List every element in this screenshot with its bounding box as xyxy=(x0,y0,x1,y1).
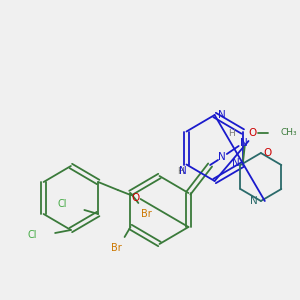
Text: N: N xyxy=(179,167,186,176)
Text: Br: Br xyxy=(141,209,152,219)
Text: Br: Br xyxy=(111,243,122,253)
Text: H: H xyxy=(228,128,235,137)
Text: N: N xyxy=(250,196,258,206)
Text: O: O xyxy=(131,193,140,203)
Text: CH₃: CH₃ xyxy=(280,128,297,137)
Text: N: N xyxy=(240,138,248,148)
Text: Cl: Cl xyxy=(28,230,38,240)
Text: O: O xyxy=(264,148,272,158)
Text: O: O xyxy=(248,128,257,137)
Text: H: H xyxy=(177,167,184,176)
Text: N: N xyxy=(218,110,225,120)
Text: Cl: Cl xyxy=(57,199,67,209)
Text: N: N xyxy=(218,152,226,162)
Text: N: N xyxy=(232,158,240,167)
